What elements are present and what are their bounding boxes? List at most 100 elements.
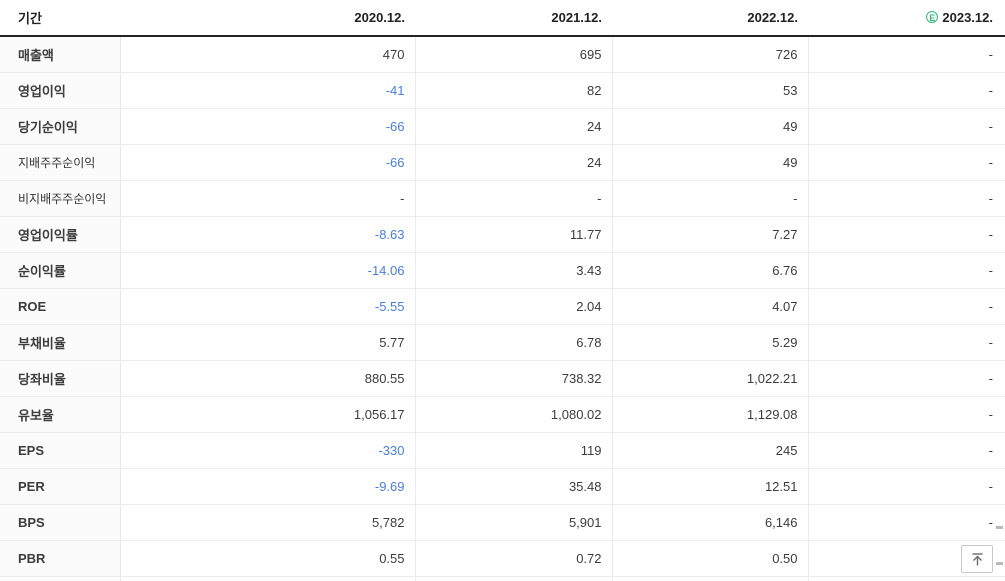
row-label: BPS: [0, 504, 121, 541]
cell-value: 3.43: [415, 252, 613, 289]
table-row: 순이익률 -14.06 3.43 6.76-: [0, 252, 1005, 289]
table-row: 매출액 470 695 726-: [0, 36, 1005, 73]
cell-value: 24: [415, 144, 613, 181]
arrow-to-top-icon: [972, 552, 982, 565]
table-row: 부채비율 5.77 6.78 5.29-: [0, 324, 1005, 361]
cell-value: 119: [415, 432, 613, 469]
cell-value: 470: [120, 36, 416, 73]
cell-value: -: [808, 72, 1005, 109]
row-label: PBR: [0, 540, 121, 577]
cell-value: -: [808, 216, 1005, 253]
row-label: 영업이익률: [0, 216, 121, 253]
cell-value: -: [808, 180, 1005, 217]
cell-value: 6.78: [415, 324, 613, 361]
header-row: 기간 2020.12. 2021.12. 2022.12. E 2023.12.: [0, 0, 1005, 37]
cell-value: 1,080.02: [415, 396, 613, 433]
row-label: 당좌비율: [0, 360, 121, 397]
cell-value: -41: [120, 72, 416, 109]
column-header-2022-12: 2022.12.: [612, 0, 808, 37]
table-row: 유보율 1,056.17 1,080.02 1,129.08-: [0, 396, 1005, 433]
cell-value: -: [808, 576, 1005, 581]
scrollbar-fragment: [996, 562, 1003, 565]
cell-value: 49: [612, 144, 809, 181]
cell-value: 12.51: [612, 468, 809, 505]
row-label: ROE: [0, 288, 121, 325]
cell-value: 0.55: [120, 540, 416, 577]
cell-value: 1,129.08: [612, 396, 809, 433]
cell-value: -: [612, 180, 809, 217]
cell-value: 5,782: [120, 504, 416, 541]
table-row: ROE -5.55 2.04 4.07-: [0, 288, 1005, 325]
cell-value: -330: [120, 432, 416, 469]
cell-value: -: [808, 36, 1005, 73]
cell-value: 5.77: [120, 324, 416, 361]
cell-value: 1,056.17: [120, 396, 416, 433]
cell-value: 5,901: [415, 504, 613, 541]
cell-value: -66: [120, 108, 416, 145]
cell-value: -: [415, 180, 613, 217]
scrollbar-fragment: [996, 526, 1003, 529]
row-label: EPS: [0, 432, 121, 469]
cell-value: 0.50: [612, 540, 809, 577]
row-label: 영업이익: [0, 72, 121, 109]
cell-value: 738.32: [415, 360, 613, 397]
cell-value: -: [808, 396, 1005, 433]
cell-value: -: [808, 288, 1005, 325]
cell-value: 4.07: [612, 288, 809, 325]
cell-value: -9.69: [120, 468, 416, 505]
row-label: 유보율: [0, 396, 121, 433]
cell-value: -: [808, 252, 1005, 289]
cell-value: -8.63: [120, 216, 416, 253]
cell-value: 2.04: [415, 288, 613, 325]
row-label: 부채비율: [0, 324, 121, 361]
period-header: 기간: [0, 0, 120, 37]
row-label: 주당배당금: [0, 576, 121, 581]
cell-value: 6.76: [612, 252, 809, 289]
cell-value: -: [808, 108, 1005, 145]
cell-value: -: [808, 504, 1005, 541]
cell-value: -14.06: [120, 252, 416, 289]
table-row: 당기순이익 -66 24 49-: [0, 108, 1005, 145]
table-row: BPS 5,782 5,901 6,146-: [0, 504, 1005, 541]
cell-value: -: [808, 468, 1005, 505]
cell-value: 1,022.21: [612, 360, 809, 397]
cell-value: 53: [612, 72, 809, 109]
table-row: 비지배주주순이익 - - - -: [0, 180, 1005, 217]
cell-value: -: [808, 360, 1005, 397]
cell-value: 49: [612, 108, 809, 145]
row-label: 당기순이익: [0, 108, 121, 145]
cell-value: 82: [415, 72, 613, 109]
cell-value: 695: [415, 36, 613, 73]
cell-value: -5.55: [120, 288, 416, 325]
row-label: 순이익률: [0, 252, 121, 289]
table-row: 영업이익률 -8.63 11.77 7.27-: [0, 216, 1005, 253]
column-header-2021-12: 2021.12.: [415, 0, 612, 37]
cell-value: 24: [415, 108, 613, 145]
table-row: EPS -330 119 245-: [0, 432, 1005, 469]
cell-value: 880.55: [120, 360, 416, 397]
row-label: 지배주주순이익: [0, 144, 121, 181]
column-header-2020-12: 2020.12.: [120, 0, 415, 37]
cell-value: 35.48: [415, 468, 613, 505]
cell-value: 5.29: [612, 324, 809, 361]
column-header-label: 2023.12.: [942, 10, 993, 25]
cell-value: 0.72: [415, 540, 613, 577]
cell-value: -: [808, 324, 1005, 361]
estimate-icon: E: [926, 11, 939, 23]
table-row: 주당배당금----: [0, 576, 1005, 581]
scroll-to-top-button[interactable]: [961, 545, 993, 573]
cell-value: -: [808, 144, 1005, 181]
cell-value: -: [120, 576, 416, 581]
cell-value: -: [120, 180, 416, 217]
cell-value: -: [808, 432, 1005, 469]
cell-value: -: [415, 576, 613, 581]
column-header-2023-12-estimate: E 2023.12.: [808, 0, 1005, 37]
table-row: 당좌비율 880.55 738.32 1,022.21-: [0, 360, 1005, 397]
cell-value: 7.27: [612, 216, 809, 253]
cell-value: -66: [120, 144, 416, 181]
table-row: 영업이익 -41 82 53-: [0, 72, 1005, 109]
cell-value: 11.77: [415, 216, 613, 253]
row-label: 비지배주주순이익: [0, 180, 121, 217]
